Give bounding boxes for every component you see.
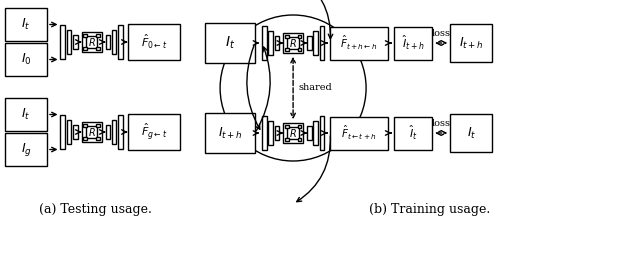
Bar xyxy=(394,26,432,59)
Bar xyxy=(285,35,289,38)
Bar xyxy=(450,24,492,62)
Text: shared: shared xyxy=(298,84,332,92)
Bar xyxy=(118,115,123,149)
Bar xyxy=(285,125,289,129)
Bar xyxy=(67,120,71,144)
Bar xyxy=(83,137,87,140)
Bar xyxy=(106,125,110,139)
Bar xyxy=(275,36,279,50)
Text: $I_t$: $I_t$ xyxy=(467,125,476,140)
Text: $R$: $R$ xyxy=(88,126,95,138)
Bar xyxy=(320,26,324,60)
Bar xyxy=(268,31,273,55)
Bar xyxy=(5,43,47,76)
Bar xyxy=(86,126,97,138)
Bar xyxy=(127,114,180,150)
Bar xyxy=(275,126,279,140)
Bar xyxy=(60,25,65,59)
Bar xyxy=(283,123,303,143)
Bar xyxy=(86,36,97,48)
Bar xyxy=(283,33,303,53)
Bar xyxy=(118,25,123,59)
Bar xyxy=(285,47,289,51)
Text: (b) Training usage.: (b) Training usage. xyxy=(369,203,491,216)
Text: loss: loss xyxy=(432,29,451,39)
Bar xyxy=(5,133,47,166)
Bar xyxy=(394,117,432,150)
Text: loss: loss xyxy=(432,119,451,129)
Text: $R$: $R$ xyxy=(88,36,95,48)
Bar xyxy=(106,35,110,49)
Bar xyxy=(83,34,87,37)
Bar xyxy=(262,26,266,60)
Text: (a) Testing usage.: (a) Testing usage. xyxy=(38,203,152,216)
Bar xyxy=(298,47,301,51)
Bar xyxy=(205,113,255,153)
FancyArrowPatch shape xyxy=(296,0,333,39)
Bar xyxy=(96,124,100,128)
Bar xyxy=(96,34,100,37)
Text: $\hat{F}_{t\leftarrow t+h}$: $\hat{F}_{t\leftarrow t+h}$ xyxy=(341,124,377,142)
Text: $I_g$: $I_g$ xyxy=(20,141,31,158)
Text: $\hat{F}_{g\leftarrow t}$: $\hat{F}_{g\leftarrow t}$ xyxy=(141,122,167,142)
Bar xyxy=(5,98,47,131)
Bar xyxy=(127,24,180,60)
Bar xyxy=(268,121,273,145)
Text: $R$: $R$ xyxy=(289,37,297,49)
Bar xyxy=(73,35,77,49)
FancyArrowPatch shape xyxy=(297,136,330,202)
Bar xyxy=(112,30,116,54)
Bar xyxy=(330,26,388,59)
Text: $R$: $R$ xyxy=(289,127,297,139)
Bar xyxy=(298,125,301,129)
Bar xyxy=(298,138,301,141)
Bar xyxy=(285,138,289,141)
Text: $I_{t+h}$: $I_{t+h}$ xyxy=(218,125,243,140)
Bar xyxy=(81,32,102,52)
Text: $I_t$: $I_t$ xyxy=(21,17,31,32)
Bar xyxy=(67,30,71,54)
Text: $I_t$: $I_t$ xyxy=(225,35,235,51)
Text: $I_t$: $I_t$ xyxy=(21,107,31,122)
Bar xyxy=(307,126,312,140)
Bar xyxy=(262,116,266,150)
Bar xyxy=(320,116,324,150)
Text: $I_0$: $I_0$ xyxy=(20,52,31,67)
Bar xyxy=(60,115,65,149)
Bar xyxy=(450,114,492,152)
Text: $\hat{I}_{t+h}$: $\hat{I}_{t+h}$ xyxy=(402,34,424,52)
Text: $\hat{F}_{t+h\leftarrow h}$: $\hat{F}_{t+h\leftarrow h}$ xyxy=(340,34,378,52)
Text: $\hat{F}_{0\leftarrow t}$: $\hat{F}_{0\leftarrow t}$ xyxy=(141,33,167,51)
Bar xyxy=(73,125,77,139)
Bar xyxy=(314,31,318,55)
Bar xyxy=(83,124,87,128)
Text: $\hat{I}_{t}$: $\hat{I}_{t}$ xyxy=(409,124,418,142)
Bar xyxy=(96,46,100,50)
Bar xyxy=(287,37,299,49)
Bar xyxy=(81,122,102,142)
Bar xyxy=(112,120,116,144)
Text: $I_{t+h}$: $I_{t+h}$ xyxy=(459,36,484,51)
Bar xyxy=(287,127,299,139)
Bar xyxy=(330,117,388,150)
Bar xyxy=(314,121,318,145)
Bar xyxy=(298,35,301,38)
Bar xyxy=(307,36,312,50)
Bar xyxy=(205,23,255,63)
Bar xyxy=(96,137,100,140)
Bar xyxy=(5,8,47,41)
Bar xyxy=(83,46,87,50)
